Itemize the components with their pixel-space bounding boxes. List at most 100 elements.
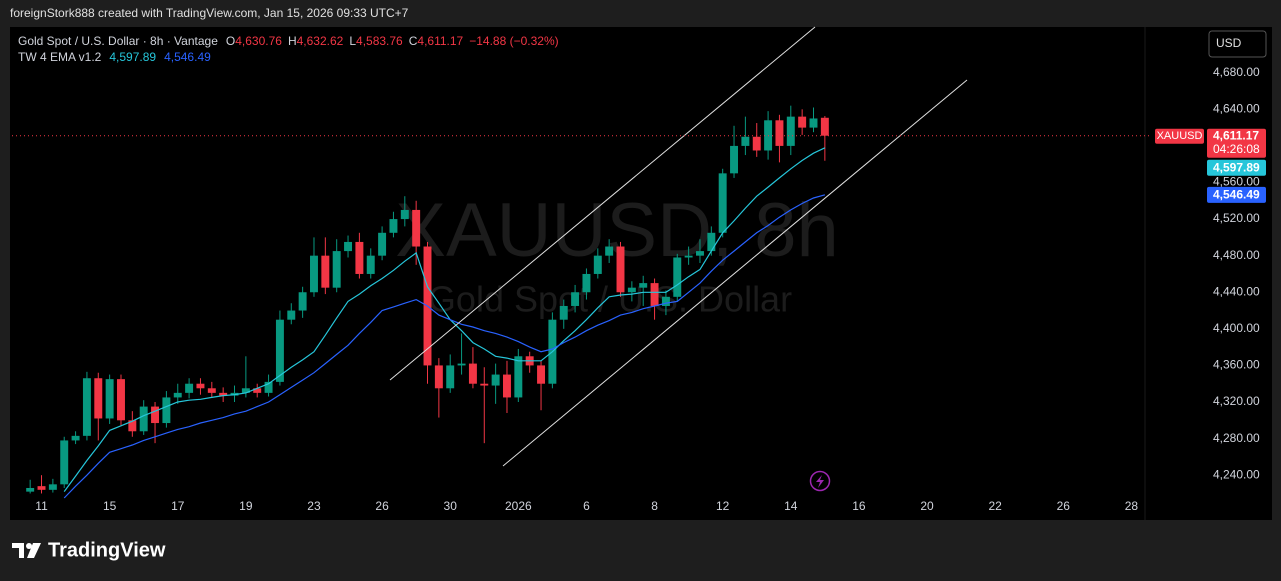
alert-circle[interactable] [809,470,831,492]
candle-body [718,173,727,233]
alert-bolt[interactable] [816,475,824,488]
currency-box[interactable] [1208,30,1267,58]
candle-body [616,246,625,293]
x-tick-label: 26 [375,499,389,513]
ohlc-value: 4,611.17 [417,34,463,48]
ohlc-key: O [226,34,235,48]
candle-body [412,209,421,247]
x-tick-label: 16 [852,499,866,513]
watermark-subtitle: Gold Spot / U.S. Dollar [428,279,792,320]
chart-pane [10,27,1272,520]
candle-body [503,374,511,398]
candle-body [730,145,739,174]
candle-body [241,388,250,393]
candle-body [650,283,659,306]
logo-mark [27,543,41,558]
candle-body [94,378,103,419]
y-tick-label: 4,240.00 [1213,467,1260,481]
candle-body [253,388,262,393]
ohlc-value: 4,583.76 [356,34,403,48]
x-tick-label: 28 [1125,499,1139,513]
candle-body [264,381,273,393]
currency-button[interactable]: USD [1208,30,1267,58]
candle-body [400,209,409,220]
candle-body [571,292,580,306]
currency[interactable]: USD [1216,36,1242,50]
candle-body [798,116,807,128]
ohlc-value: 4,630.76 [235,34,282,48]
last-price: 4,611.17 [1213,128,1259,142]
y-tick-label: 4,320.00 [1213,394,1260,408]
candle-body [173,392,182,398]
candle-body [71,435,80,441]
x-tick-label: 12 [716,499,730,513]
change: −14.88 (−0.32%) [469,34,558,48]
y-tick-label: 4,560.00 [1213,175,1260,189]
candle-body [752,136,761,151]
x-tick-label: 20 [920,499,934,513]
ticker-tag [1155,128,1204,144]
indicator-value: 4,597.89 [109,50,156,64]
candle-body [310,255,318,293]
alert-icon[interactable] [809,470,831,492]
candle-body [820,117,829,136]
candle-body [593,255,602,274]
candle-body [298,292,307,311]
y-tick-label: 4,440.00 [1213,284,1260,298]
ohlc-key: H [288,34,297,48]
candle-body [355,241,364,274]
x-tick-label: 30 [444,499,458,513]
ema-line [63,194,826,499]
candle-body [582,273,591,293]
plot [26,105,829,499]
header-text: foreignStork888 created with TradingView… [10,6,409,20]
y-tick-label: 4,640.00 [1213,101,1260,115]
candle-body [775,120,784,146]
channel-line [502,79,968,467]
candle-body [60,440,69,485]
candle-body [434,365,443,389]
indicator-value: 4,546.49 [164,50,211,64]
channel-line [389,26,816,381]
x-tick-label: 19 [239,499,253,513]
candle-body [537,365,546,384]
candle-body [661,296,670,306]
x-tick-label: 11 [35,499,48,513]
candle-body [366,255,375,274]
candle-body [287,310,296,320]
candle-body [37,486,46,490]
candle-body [196,383,205,389]
ema-tag-label: 4,597.89 [1213,160,1260,174]
candle-body [48,484,57,490]
candle-body [344,241,353,252]
candle-body [82,378,91,436]
candle-body [457,363,466,366]
candle-body [639,283,648,288]
candle-body [207,388,216,393]
candle-body [809,118,818,128]
candle-body [673,257,682,297]
x-tick-label: 23 [307,499,321,513]
ema-tag [1207,159,1266,176]
candle-body [559,305,568,320]
x-tick-label: 14 [784,499,798,513]
candle-body [332,251,341,288]
candle-body [321,255,330,288]
ema-line [63,147,826,492]
countdown: 04:26:08 [1213,142,1260,156]
x-tick-label: 26 [1057,499,1071,513]
ema-tag-label: 4,546.49 [1213,188,1260,202]
candle-body [219,392,228,396]
price-tag [1207,128,1266,158]
candle-body [185,383,194,393]
x-tick-label: 17 [171,499,185,513]
candle-body [139,406,148,432]
x-tick-label: 2026 [505,499,532,513]
legend: Gold Spot / U.S. Dollar · 8h · Vantage O4… [18,34,559,48]
ohlc-key: C [409,34,418,48]
candle-body [627,287,636,293]
y-tick-label: 4,480.00 [1213,248,1260,262]
y-tick-label: 4,520.00 [1213,211,1260,225]
